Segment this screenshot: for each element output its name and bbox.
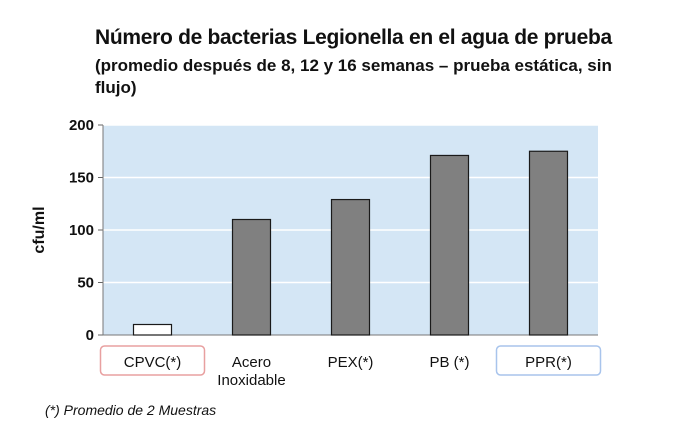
y-tick-label: 50 (77, 275, 94, 292)
x-tick-label: Acero (232, 354, 271, 371)
bar (429, 154, 470, 336)
bar (528, 150, 569, 336)
x-tick-label: Inoxidable (217, 372, 285, 389)
x-tick-label: PPR(*) (525, 354, 572, 371)
y-tick-label: 150 (69, 170, 94, 187)
x-tick-label: PEX(*) (328, 354, 374, 371)
y-tick-label: 0 (86, 327, 94, 344)
category-highlight-box (495, 345, 602, 376)
chart-subtitle: (promedio después de 8, 12 y 16 semanas … (95, 56, 612, 97)
category-highlight-box (99, 345, 206, 376)
y-tick-label: 200 (69, 117, 94, 134)
footnote: (*) Promedio de 2 Muestras (45, 402, 217, 418)
bar (231, 218, 272, 336)
bar (330, 198, 371, 336)
bar (132, 323, 173, 336)
y-axis-label: cfu/ml (31, 206, 48, 253)
x-tick-label: PB (*) (429, 354, 469, 371)
x-tick-label: CPVC(*) (124, 354, 182, 371)
y-tick-label: 100 (69, 222, 94, 239)
chart-title: Número de bacterias Legionella en el agu… (95, 26, 612, 49)
